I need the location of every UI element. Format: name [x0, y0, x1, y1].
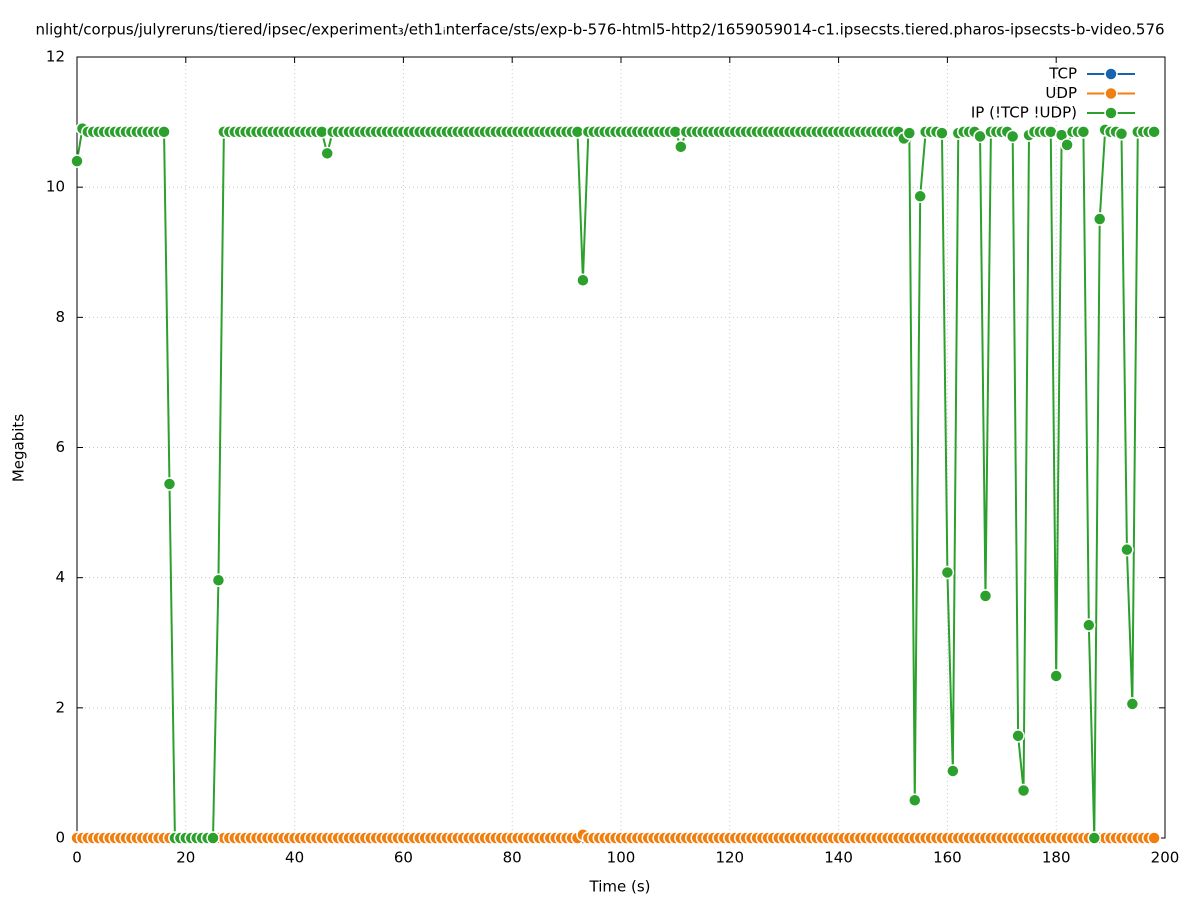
legend-marker	[1104, 67, 1118, 81]
legend-marker	[1104, 86, 1118, 101]
data-point	[1147, 831, 1161, 845]
x-tick-label: 140	[824, 849, 853, 867]
data-point	[902, 126, 917, 140]
data-point	[913, 189, 927, 204]
data-point	[908, 793, 922, 808]
x-tick-label: 60	[394, 849, 413, 867]
x-tick-label: 80	[503, 849, 522, 867]
x-tick-label: 160	[933, 849, 962, 867]
y-tick-label: 0	[55, 829, 65, 847]
data-point	[1060, 138, 1074, 152]
data-point	[1011, 729, 1025, 743]
data-point	[1125, 697, 1140, 711]
y-tick-label: 4	[55, 568, 65, 586]
x-tick-label: 180	[1042, 849, 1071, 867]
data-point	[935, 126, 949, 140]
legend-label: IP (!TCP !UDP)	[971, 104, 1077, 122]
data-point	[157, 125, 171, 139]
x-tick-label: 200	[1151, 849, 1180, 867]
data-point	[70, 154, 84, 168]
data-point	[162, 477, 177, 491]
x-tick-label: 0	[72, 849, 82, 867]
y-tick-label: 10	[46, 178, 65, 196]
data-point	[1005, 129, 1020, 144]
data-point	[320, 146, 334, 161]
x-axis-label: Time (s)	[589, 878, 651, 896]
data-point	[1114, 127, 1129, 141]
chart-title: nlight/corpus/julyreruns/tiered/ipsec/ex…	[35, 21, 1164, 39]
data-point	[1076, 125, 1091, 139]
data-point	[940, 565, 955, 580]
legend-marker	[1104, 106, 1118, 120]
x-tick-label: 100	[607, 849, 636, 867]
data-point	[1120, 542, 1134, 557]
data-point	[674, 140, 688, 154]
data-point	[211, 573, 226, 588]
data-point	[1087, 831, 1102, 845]
data-point	[576, 273, 590, 287]
data-point	[1147, 125, 1161, 139]
y-tick-label: 6	[55, 438, 65, 456]
y-tick-label: 2	[55, 698, 65, 716]
x-tick-label: 20	[176, 849, 195, 867]
x-tick-label: 120	[715, 849, 744, 867]
data-point	[978, 589, 993, 603]
data-point	[1049, 669, 1063, 683]
y-tick-label: 12	[46, 48, 65, 66]
data-point	[1092, 212, 1107, 226]
data-point	[1082, 618, 1096, 632]
y-axis-label: Megabits	[10, 414, 28, 482]
data-point	[1016, 783, 1031, 798]
data-point	[946, 764, 960, 778]
data-point	[206, 831, 220, 845]
legend-label: UDP	[1045, 84, 1077, 102]
y-tick-label: 8	[55, 308, 65, 326]
x-tick-label: 40	[285, 849, 304, 867]
series-line	[76, 126, 1155, 839]
legend-label: TCP	[1048, 65, 1077, 83]
